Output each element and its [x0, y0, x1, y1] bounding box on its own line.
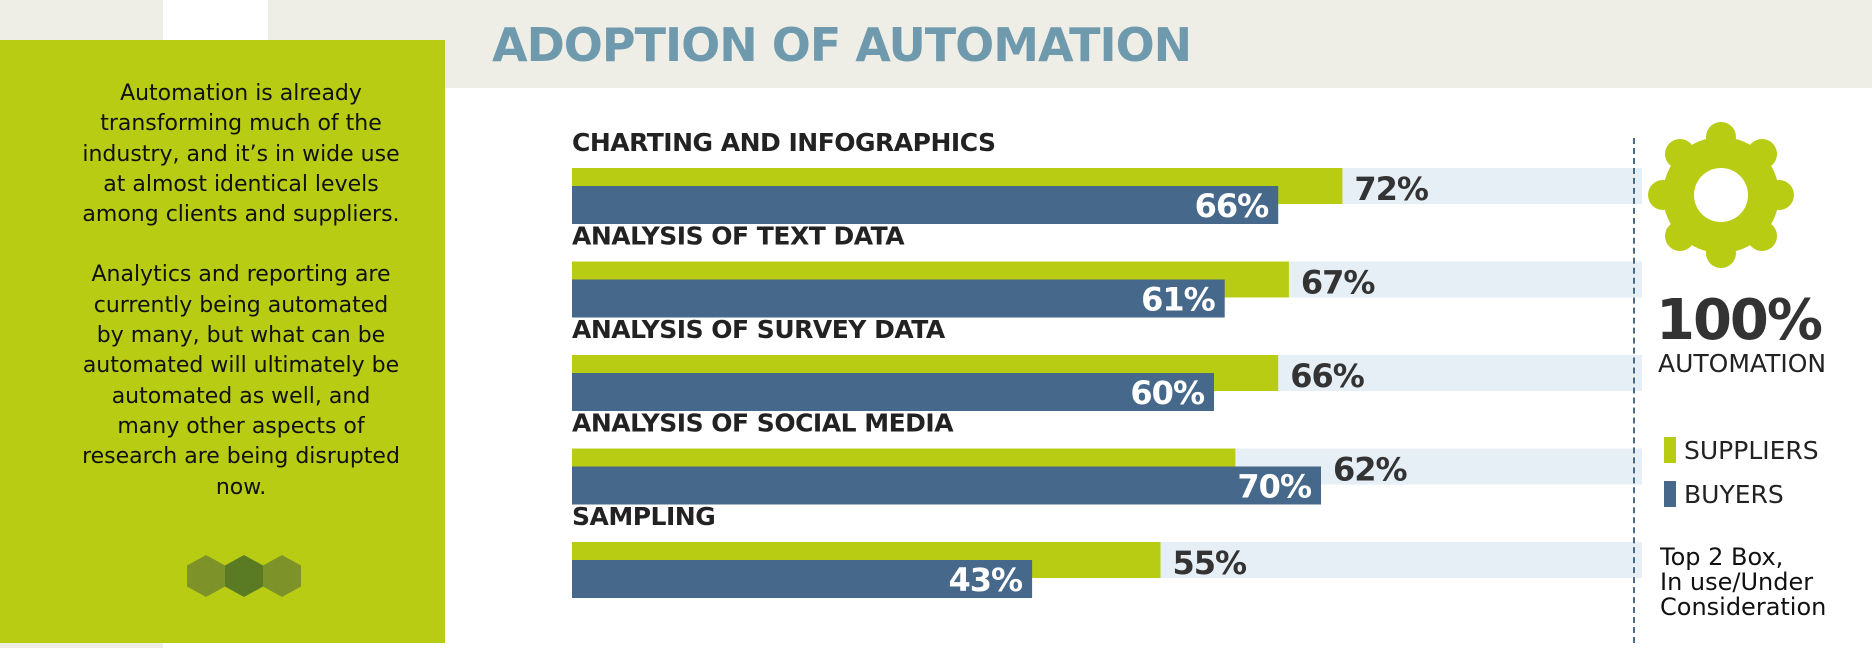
bar-chart: CHARTING AND INFOGRAPHICS 72% 66% ANALYSIS …	[560, 120, 1642, 620]
hexagon-left-icon	[187, 555, 225, 597]
category-label: ANALYSIS OF SURVEY DATA	[572, 315, 946, 344]
legend-label-suppliers: SUPPLIERS	[1684, 435, 1819, 465]
sidebar-text: Automation is already transforming much …	[80, 79, 402, 503]
data-label-suppliers: 66%	[1290, 357, 1365, 395]
data-label-buyers: 70%	[1237, 468, 1312, 506]
legend-swatch-buyers	[1664, 481, 1676, 507]
chart-legend: SUPPLIERS BUYERS	[1664, 428, 1819, 516]
legend-item-buyers: BUYERS	[1664, 472, 1819, 516]
data-label-suppliers: 62%	[1333, 451, 1408, 489]
hexagon-right-icon	[263, 555, 301, 597]
footnote: Top 2 Box, In use/Under Consideration	[1660, 545, 1860, 620]
hexagon-middle-icon	[225, 555, 263, 597]
bar-buyers	[572, 373, 1214, 411]
data-label-suppliers: 72%	[1354, 170, 1429, 208]
sidebar-panel	[0, 40, 445, 643]
sidebar-paragraph-2: Analytics and reporting are currently be…	[82, 262, 400, 500]
footnote-line-2: In use/Under	[1660, 568, 1814, 596]
data-label-suppliers: 55%	[1173, 544, 1248, 582]
bar-buyers	[572, 560, 1033, 598]
bottom-left-strip	[0, 643, 163, 648]
dashed-divider	[1633, 138, 1635, 643]
data-label-buyers: 66%	[1195, 187, 1270, 225]
callout-label: AUTOMATION	[1658, 349, 1827, 378]
data-label-buyers: 61%	[1141, 281, 1216, 319]
callout-value: 100%	[1656, 288, 1823, 353]
bar-buyers	[572, 279, 1225, 318]
top-left-strip	[0, 0, 163, 40]
sidebar-paragraph-1: Automation is already transforming much …	[82, 81, 400, 228]
data-label-buyers: 60%	[1130, 374, 1205, 412]
category-label: ANALYSIS OF TEXT DATA	[572, 222, 905, 251]
legend-item-suppliers: SUPPLIERS	[1664, 428, 1819, 472]
bar-buyers	[572, 466, 1321, 505]
hexagon-decoration	[186, 554, 304, 598]
data-label-buyers: 43%	[949, 561, 1024, 599]
gear-icon	[1646, 120, 1796, 270]
bar-buyers	[572, 186, 1279, 224]
category-label: SAMPLING	[572, 502, 715, 531]
footnote-line-3: Consideration	[1660, 593, 1827, 621]
gear-hole	[1694, 168, 1748, 222]
title-band	[268, 0, 1872, 88]
footnote-line-1: Top 2 Box,	[1660, 543, 1784, 571]
legend-label-buyers: BUYERS	[1684, 479, 1784, 509]
category-label: CHARTING AND INFOGRAPHICS	[572, 128, 996, 157]
category-label: ANALYSIS OF SOCIAL MEDIA	[572, 409, 954, 438]
page-title: ADOPTION OF AUTOMATION	[492, 18, 1192, 72]
chart-svg: CHARTING AND INFOGRAPHICS 72% 66% ANALYSIS …	[572, 128, 1642, 599]
data-label-suppliers: 67%	[1301, 264, 1376, 302]
paragraph-spacer	[80, 230, 402, 260]
legend-swatch-suppliers	[1664, 437, 1676, 463]
